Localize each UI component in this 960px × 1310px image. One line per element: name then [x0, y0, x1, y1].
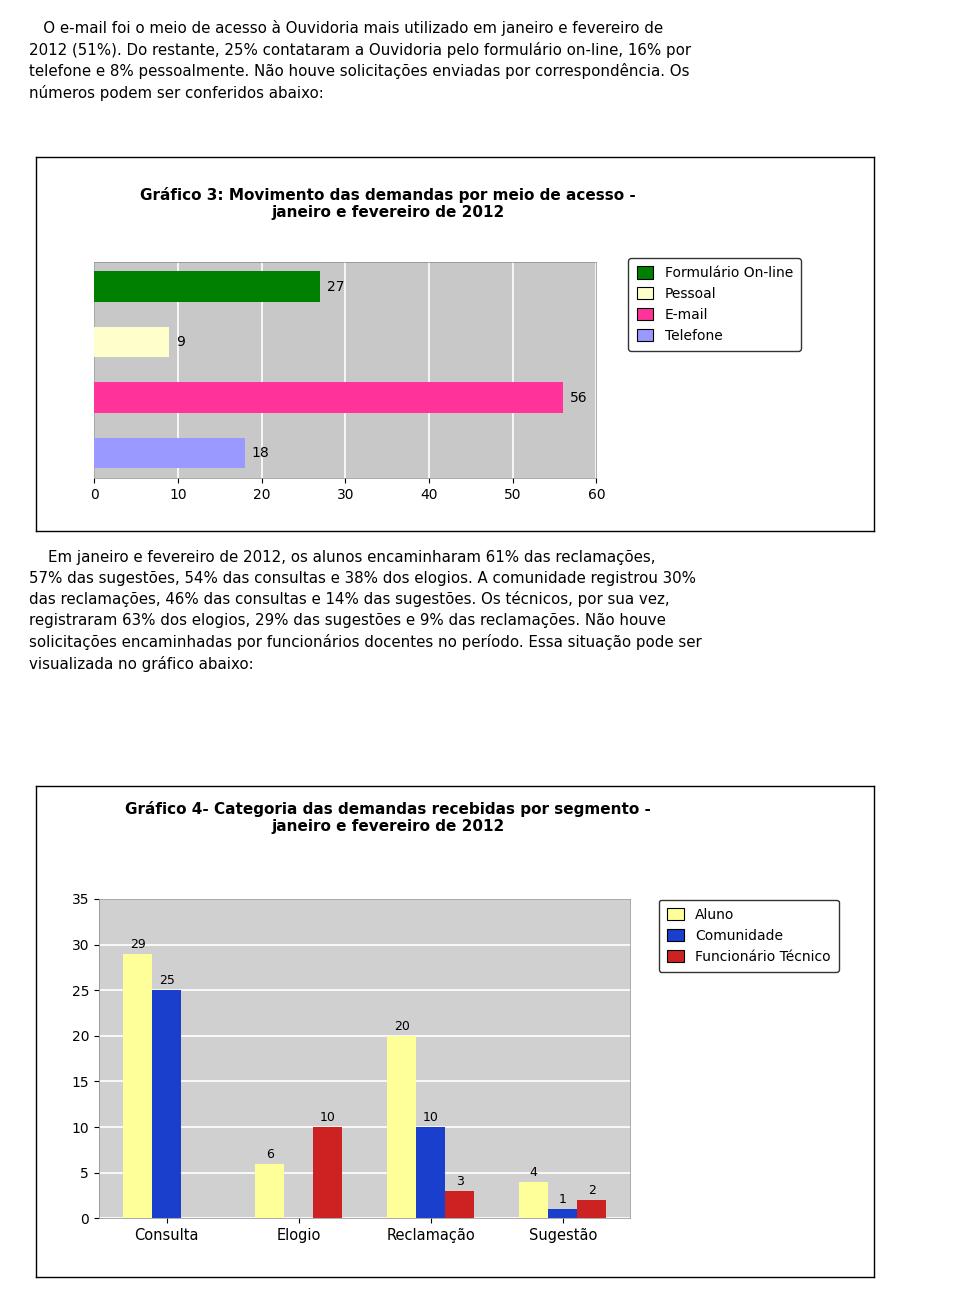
- Text: O e-mail foi o meio de acesso à Ouvidoria mais utilizado em janeiro e fevereiro : O e-mail foi o meio de acesso à Ouvidori…: [29, 20, 691, 101]
- Text: 6: 6: [266, 1148, 274, 1161]
- Bar: [255, 1163, 284, 1218]
- Bar: [94, 438, 245, 468]
- Text: 20: 20: [394, 1020, 410, 1034]
- Text: Gráfico 4- Categoria das demandas recebidas por segmento -
janeiro e fevereiro d: Gráfico 4- Categoria das demandas recebi…: [125, 800, 651, 834]
- Text: 4: 4: [530, 1166, 538, 1179]
- Bar: [123, 954, 152, 1218]
- Bar: [416, 1127, 445, 1218]
- Bar: [313, 1127, 342, 1218]
- Text: Em janeiro e fevereiro de 2012, os alunos encaminharam 61% das reclamações,
57% : Em janeiro e fevereiro de 2012, os aluno…: [29, 550, 702, 672]
- Bar: [445, 1191, 474, 1218]
- Text: 56: 56: [569, 390, 588, 405]
- Text: 18: 18: [252, 447, 269, 460]
- Text: 10: 10: [320, 1111, 336, 1124]
- Text: 9: 9: [176, 335, 185, 350]
- Text: 25: 25: [158, 975, 175, 988]
- Text: Gráfico 3: Movimento das demandas por meio de acesso -
janeiro e fevereiro de 20: Gráfico 3: Movimento das demandas por me…: [140, 187, 636, 220]
- Bar: [548, 1209, 577, 1218]
- Text: 2: 2: [588, 1184, 596, 1197]
- Bar: [94, 271, 320, 301]
- Bar: [519, 1182, 548, 1218]
- Legend: Formulário On-line, Pessoal, E-mail, Telefone: Formulário On-line, Pessoal, E-mail, Tel…: [629, 258, 801, 351]
- Bar: [387, 1036, 416, 1218]
- Bar: [152, 990, 181, 1218]
- Text: 3: 3: [456, 1175, 464, 1188]
- Bar: [94, 383, 563, 413]
- Text: 10: 10: [422, 1111, 439, 1124]
- Legend: Aluno, Comunidade, Funcionário Técnico: Aluno, Comunidade, Funcionário Técnico: [659, 900, 839, 972]
- Bar: [577, 1200, 607, 1218]
- Text: 1: 1: [559, 1193, 566, 1207]
- Text: 29: 29: [130, 938, 146, 951]
- Bar: [94, 328, 169, 358]
- Text: 27: 27: [326, 280, 345, 293]
